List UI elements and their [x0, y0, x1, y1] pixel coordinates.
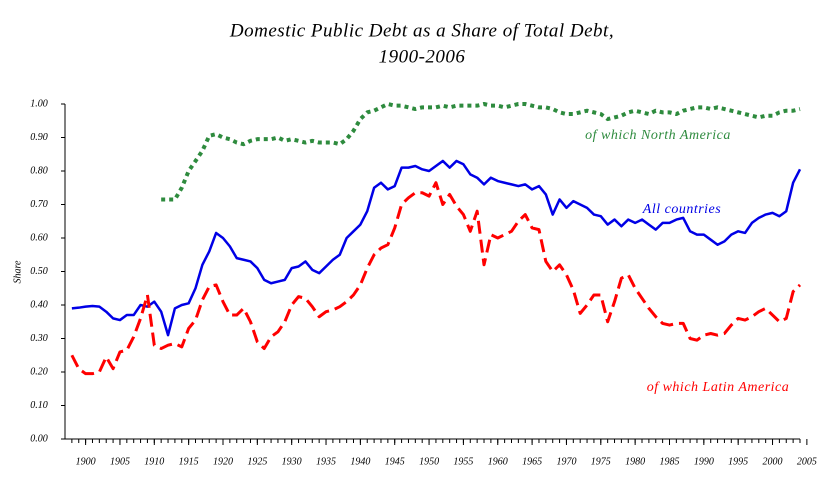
x-tick-label: 1900 — [76, 456, 96, 467]
x-tick-label: 1980 — [625, 456, 645, 467]
y-tick-label: 0.30 — [30, 333, 48, 344]
y-tick-label: 0.70 — [30, 199, 48, 210]
series-line — [161, 102, 801, 202]
y-tick-label: 0.60 — [30, 232, 48, 243]
x-tick-label: 1975 — [591, 456, 611, 467]
x-tick-label: 2000 — [763, 456, 783, 467]
series-label: of which North America — [585, 128, 731, 143]
y-tick-label: 0.20 — [30, 366, 48, 377]
x-tick-label: 1985 — [659, 456, 679, 467]
x-tick-label: 1915 — [179, 456, 199, 467]
x-tick-label: 1995 — [728, 456, 748, 467]
y-tick-label: 0.40 — [30, 299, 48, 310]
y-axis-label: Share — [12, 260, 23, 284]
x-tick-label: 1920 — [213, 456, 233, 467]
chart-title: 1900-2006 — [379, 46, 466, 67]
x-tick-label: 1925 — [247, 456, 267, 467]
x-tick-label: 1960 — [488, 456, 508, 467]
y-tick-label: 0.80 — [30, 165, 48, 176]
x-tick-label: 1945 — [385, 456, 405, 467]
y-tick-label: 1.00 — [30, 98, 48, 109]
y-tick-label: 0.90 — [30, 132, 48, 143]
series-line — [70, 181, 802, 376]
x-tick-label: 1990 — [694, 456, 714, 467]
x-tick-label: 1935 — [316, 456, 336, 467]
chart-title: Domestic Public Debt as a Share of Total… — [229, 20, 614, 41]
x-tick-label: 1910 — [144, 456, 164, 467]
x-tick-label: 2005 — [797, 456, 817, 467]
x-tick-label: 1930 — [282, 456, 302, 467]
series-label: of which Latin America — [647, 380, 790, 395]
x-tick-label: 1955 — [453, 456, 473, 467]
x-tick-label: 1940 — [350, 456, 370, 467]
x-tick-label: 1950 — [419, 456, 439, 467]
x-tick-label: 1965 — [522, 456, 542, 467]
y-tick-label: 0.00 — [30, 433, 48, 444]
x-tick-label: 1905 — [110, 456, 130, 467]
y-tick-label: 0.50 — [30, 266, 48, 277]
x-tick-label: 1970 — [556, 456, 576, 467]
y-tick-label: 0.10 — [30, 400, 48, 411]
series-line — [71, 159, 802, 337]
series-label: All countries — [642, 202, 721, 217]
